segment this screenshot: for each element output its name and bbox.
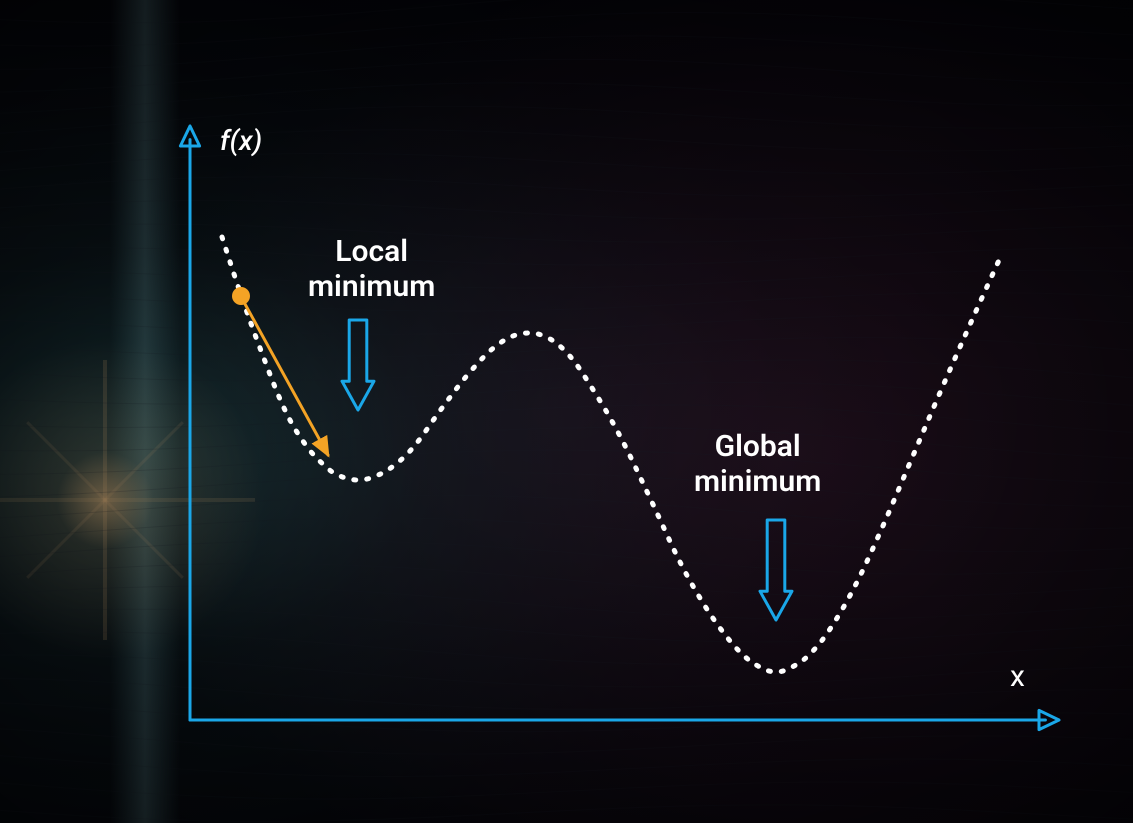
global-line1: Global — [715, 429, 801, 464]
local-line2: minimum — [308, 269, 435, 304]
local-line1: Local — [335, 234, 408, 269]
local-minimum-label: Local minimum — [308, 235, 435, 304]
diagram-stage: f(x) x Local minimum Global minimum — [0, 0, 1133, 823]
global-line2: minimum — [694, 464, 821, 499]
y-axis-label: f(x) — [220, 125, 262, 157]
global-minimum-label: Global minimum — [694, 430, 821, 499]
chart-layer — [0, 0, 1133, 823]
x-axis-label: x — [1010, 660, 1025, 695]
